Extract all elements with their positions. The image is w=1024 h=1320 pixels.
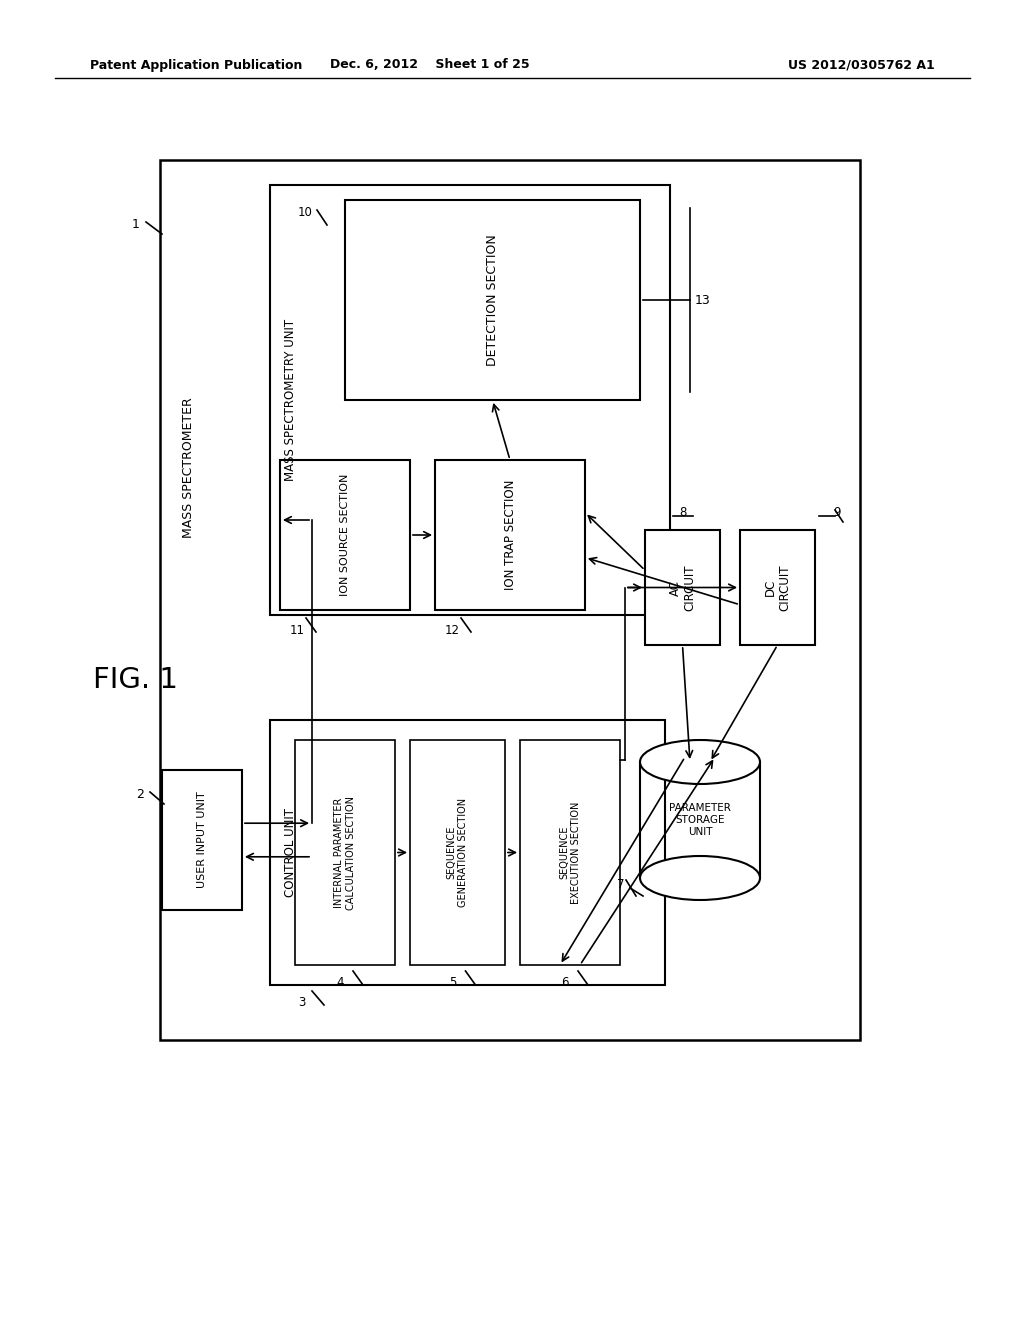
Text: 1: 1 xyxy=(132,219,140,231)
Text: 12: 12 xyxy=(445,623,460,636)
Text: DC
CIRCUIT: DC CIRCUIT xyxy=(764,564,792,611)
Text: DETECTION SECTION: DETECTION SECTION xyxy=(486,234,499,366)
Bar xyxy=(645,531,720,645)
Bar xyxy=(435,459,585,610)
Ellipse shape xyxy=(640,855,760,900)
Text: FIG. 1: FIG. 1 xyxy=(93,667,178,694)
Bar xyxy=(740,531,815,645)
Text: AC
CIRCUIT: AC CIRCUIT xyxy=(669,564,696,611)
Text: ION TRAP SECTION: ION TRAP SECTION xyxy=(504,479,516,590)
Bar xyxy=(280,459,410,610)
Text: CONTROL UNIT: CONTROL UNIT xyxy=(284,808,297,898)
Text: PARAMETER
STORAGE
UNIT: PARAMETER STORAGE UNIT xyxy=(669,804,731,837)
Bar xyxy=(162,770,242,909)
Text: 7: 7 xyxy=(617,879,625,891)
Text: 4: 4 xyxy=(336,977,344,990)
Text: 10: 10 xyxy=(298,206,313,219)
Bar xyxy=(295,741,395,965)
Text: MASS SPECTROMETRY UNIT: MASS SPECTROMETRY UNIT xyxy=(284,319,297,480)
Text: SEQUENCE
GENERATION SECTION: SEQUENCE GENERATION SECTION xyxy=(446,797,468,907)
Ellipse shape xyxy=(640,741,760,784)
Text: INTERNAL PARAMETER
CALCULATION SECTION: INTERNAL PARAMETER CALCULATION SECTION xyxy=(334,796,355,909)
Text: USER INPUT UNIT: USER INPUT UNIT xyxy=(197,792,207,888)
Text: Dec. 6, 2012    Sheet 1 of 25: Dec. 6, 2012 Sheet 1 of 25 xyxy=(330,58,529,71)
Text: 11: 11 xyxy=(290,623,305,636)
Text: 13: 13 xyxy=(695,293,711,306)
Text: 2: 2 xyxy=(136,788,144,801)
Text: 8: 8 xyxy=(679,506,686,519)
Text: 9: 9 xyxy=(833,506,841,519)
Bar xyxy=(160,160,860,1040)
Text: 3: 3 xyxy=(298,997,305,1010)
Text: SEQUENCE
EXECUTION SECTION: SEQUENCE EXECUTION SECTION xyxy=(559,801,581,904)
Text: MASS SPECTROMETER: MASS SPECTROMETER xyxy=(181,397,195,539)
Bar xyxy=(270,719,665,985)
Text: 5: 5 xyxy=(449,977,456,990)
Text: ION SOURCE SECTION: ION SOURCE SECTION xyxy=(340,474,350,597)
Bar xyxy=(410,741,505,965)
Text: US 2012/0305762 A1: US 2012/0305762 A1 xyxy=(788,58,935,71)
Bar xyxy=(270,185,670,615)
Bar xyxy=(345,201,640,400)
Text: 6: 6 xyxy=(561,977,568,990)
Text: Patent Application Publication: Patent Application Publication xyxy=(90,58,302,71)
Bar xyxy=(520,741,620,965)
